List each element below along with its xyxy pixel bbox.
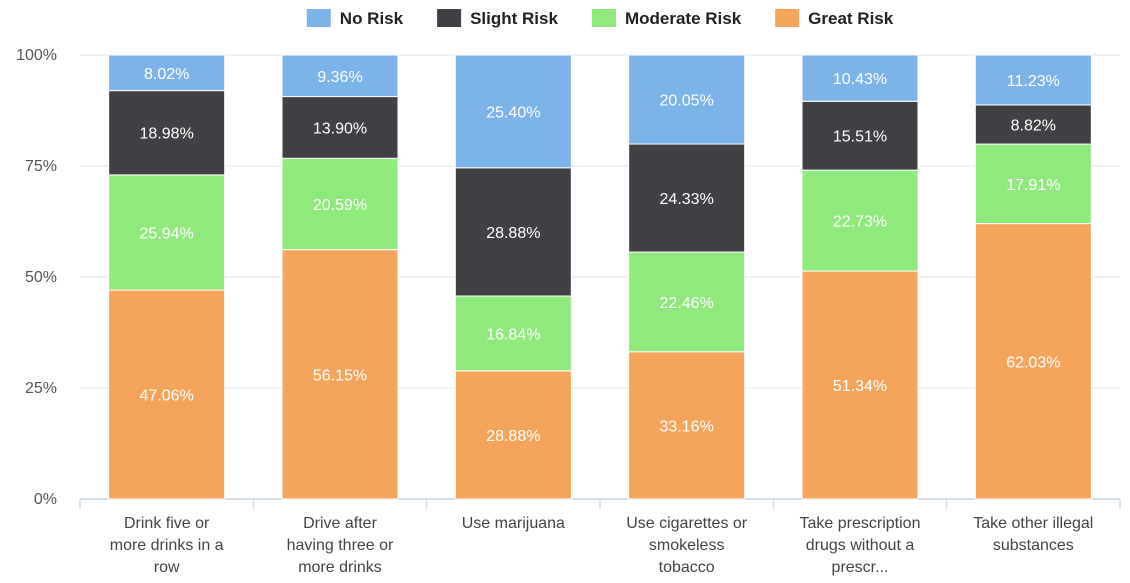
y-axis: 0% 25% 50% 75% 100% (16, 47, 57, 508)
data-label: 8.02% (144, 66, 189, 83)
data-label: 28.88% (486, 225, 540, 242)
data-label: 47.06% (140, 388, 194, 405)
data-label: 11.23% (1007, 73, 1060, 90)
data-label: 9.36% (317, 69, 362, 86)
bar-segment[interactable] (974, 143, 1092, 225)
bar-segment[interactable] (281, 249, 399, 500)
y-tick-label: 25% (25, 380, 57, 397)
data-label: 13.90% (313, 120, 367, 137)
data-label: 16.84% (486, 326, 540, 343)
legend-label[interactable]: No Risk (340, 9, 404, 28)
data-label: 28.88% (486, 428, 540, 445)
bar-segment[interactable] (108, 90, 226, 176)
bar-segment[interactable] (974, 54, 1092, 106)
legend-label[interactable]: Slight Risk (470, 9, 558, 28)
bar-segment[interactable] (628, 351, 746, 500)
bar-segment[interactable] (108, 54, 226, 92)
bar-segment[interactable] (454, 370, 572, 500)
bar-segment[interactable] (108, 289, 226, 500)
legend-label[interactable]: Great Risk (808, 9, 894, 28)
x-category-label: Drive after having three or more drinks (287, 515, 394, 576)
x-category-label: Take prescription drugs without a prescr..… (800, 515, 921, 576)
legend-swatch[interactable] (306, 9, 331, 27)
data-label: 20.05% (660, 93, 714, 110)
data-label: 62.03% (1006, 354, 1060, 371)
data-label: 22.73% (833, 214, 887, 231)
legend-swatch[interactable] (775, 9, 800, 27)
data-label: 33.16% (660, 418, 714, 435)
bar-segment[interactable] (454, 167, 572, 297)
bar-segment[interactable] (628, 54, 746, 145)
legend-swatch[interactable] (591, 9, 616, 27)
data-label: 25.40% (486, 104, 540, 121)
data-label: 20.59% (313, 197, 367, 214)
bars: 47.06% 25.94% 18.98% 8.02% 56.15% 20.59% 13.90… (108, 54, 1092, 500)
data-label: 22.46% (660, 295, 714, 312)
bar-segment[interactable] (801, 100, 919, 171)
x-category-label: Use cigarettes or smokeless tobacco (626, 515, 748, 576)
legend: No Risk Slight Risk Moderate Risk Great Ris… (306, 9, 894, 28)
bar-segment[interactable] (108, 174, 226, 291)
bar-segment[interactable] (628, 251, 746, 353)
x-category-label: Drink five or more drinks in a row (110, 515, 224, 576)
bar-segment[interactable] (801, 54, 919, 102)
bar-segment[interactable] (628, 143, 746, 253)
data-label: 24.33% (660, 191, 714, 208)
x-category-label: Use marijuana (462, 515, 565, 532)
bar-segment[interactable] (801, 270, 919, 500)
x-category-label: Take other illegal substances (973, 515, 1093, 554)
y-tick-label: 50% (25, 269, 57, 286)
data-label: 8.82% (1011, 117, 1056, 134)
gridlines (80, 54, 1120, 500)
data-label: 10.43% (833, 71, 887, 88)
y-tick-label: 0% (34, 491, 57, 508)
bar-segment[interactable] (454, 54, 572, 169)
legend-swatch[interactable] (437, 9, 462, 27)
x-axis: Drink five or more drinks in a row Drive af… (79, 499, 1121, 576)
data-label: 15.51% (833, 129, 887, 146)
bar-segment[interactable] (801, 169, 919, 272)
y-tick-label: 75% (25, 158, 57, 175)
data-label: 51.34% (833, 378, 887, 395)
data-label: 17.91% (1006, 177, 1060, 194)
data-label: 25.94% (140, 225, 194, 242)
bar-segment[interactable] (974, 223, 1092, 500)
y-tick-label: 100% (16, 47, 57, 64)
data-label: 18.98% (140, 126, 194, 143)
legend-label[interactable]: Moderate Risk (625, 9, 742, 28)
bar-segment[interactable] (281, 54, 399, 98)
data-label: 56.15% (313, 367, 367, 384)
bar-segment[interactable] (454, 295, 572, 372)
